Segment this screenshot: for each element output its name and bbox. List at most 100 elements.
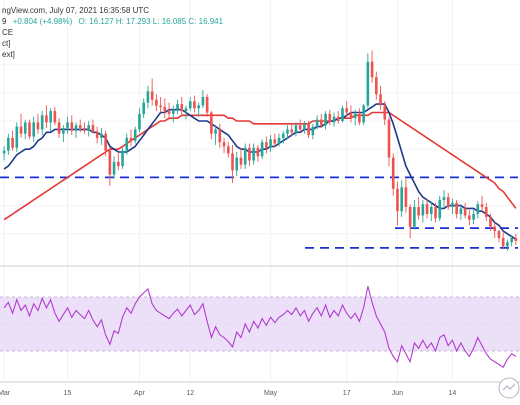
candle-body [455, 202, 458, 215]
candle-body [222, 142, 226, 147]
candle [273, 133, 277, 148]
candle [391, 153, 395, 196]
candle-body [62, 128, 65, 134]
candle [434, 202, 437, 223]
candle-body [404, 187, 408, 207]
header-line-1: ngView.com, July 07, 2021 16:35:58 UTC [2, 6, 149, 15]
candle [379, 85, 382, 110]
candle-body [277, 137, 281, 144]
candle-body [91, 125, 95, 133]
candle-body [260, 142, 264, 157]
candle [117, 153, 120, 171]
candle-body [19, 126, 23, 134]
candle [290, 123, 294, 137]
candle [104, 130, 107, 157]
candle-body [303, 123, 306, 130]
candle-body [273, 139, 277, 144]
candle-body [383, 105, 387, 120]
candle [510, 235, 513, 247]
x-tick-label: Mar [0, 390, 11, 397]
candle-body [370, 61, 374, 78]
candle [260, 139, 264, 160]
x-tick-label: 12 [186, 390, 194, 397]
candle-body [184, 108, 188, 112]
candle [484, 202, 488, 222]
candle-body [53, 111, 57, 123]
candle [277, 133, 281, 147]
candle [265, 136, 268, 154]
candle-body [7, 137, 10, 151]
tradingview-logo [498, 377, 520, 399]
candle-body [226, 146, 230, 154]
candle-body [171, 109, 175, 114]
candle [95, 126, 99, 144]
candle [15, 122, 19, 152]
x-tick-label: 15 [64, 390, 72, 397]
candle [133, 126, 137, 144]
candle-body [396, 188, 399, 212]
candle [210, 111, 213, 140]
candle-body [476, 204, 480, 215]
candle [459, 204, 463, 220]
candle [184, 105, 188, 120]
candle-body [235, 157, 239, 171]
candle [341, 105, 344, 123]
candle-body [413, 207, 416, 227]
candle [514, 233, 518, 246]
candle [383, 101, 387, 126]
candle-body [66, 122, 69, 129]
candle-body [442, 197, 446, 200]
candle-body [510, 238, 513, 243]
candle-body [379, 94, 382, 106]
candle-body [121, 150, 124, 167]
candle [455, 199, 458, 219]
candle-body [45, 115, 48, 123]
candle [193, 95, 196, 113]
candle-body [387, 119, 391, 158]
candle [408, 204, 412, 239]
candles [2, 50, 518, 251]
candle-body [408, 207, 412, 227]
candle [222, 137, 226, 154]
candle-body [362, 105, 365, 123]
candle-body [57, 122, 61, 134]
candle-body [180, 104, 184, 112]
candle-body [248, 147, 251, 161]
candle-body [451, 202, 454, 207]
candle [345, 101, 349, 117]
candle [159, 97, 162, 113]
candle [11, 130, 14, 151]
candle-body [239, 157, 243, 165]
candle [70, 115, 74, 136]
candle [197, 102, 200, 117]
candle-body [159, 105, 162, 107]
candle-body [104, 133, 107, 151]
candle [307, 120, 310, 138]
candle [421, 199, 425, 223]
candle-body [40, 115, 44, 130]
header-ohlc: O: 16.127 H: 17.293 L: 16.085 C: 16.941 [79, 17, 224, 26]
candle-body [463, 208, 467, 216]
candle-body [336, 116, 340, 121]
candle [19, 113, 23, 138]
candle-body [468, 215, 471, 220]
candle-body [197, 105, 200, 109]
candle-body [188, 101, 192, 109]
header-line-5: ext] [2, 50, 15, 59]
candle-body [501, 238, 505, 247]
header-line-3: CE [2, 28, 13, 37]
candle [53, 106, 57, 126]
candle-body [138, 113, 141, 130]
candle-body [341, 108, 344, 121]
candle-body [311, 126, 315, 136]
candle [425, 198, 429, 219]
candle [375, 71, 378, 100]
candle [83, 122, 86, 134]
candle-body [108, 150, 112, 175]
candle [248, 143, 251, 167]
header-change: +0.804 (+4.98%) [13, 17, 73, 26]
candle [171, 105, 175, 123]
candle [142, 98, 145, 119]
candle-body [438, 199, 442, 219]
